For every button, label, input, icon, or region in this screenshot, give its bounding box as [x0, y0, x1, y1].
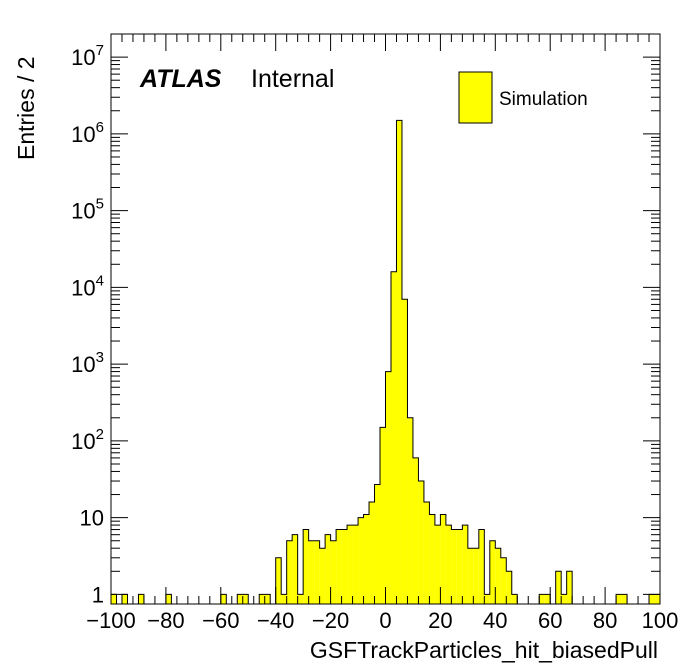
axes [110, 33, 661, 604]
y-tick-label: 106 [71, 119, 104, 147]
histogram-bin [303, 529, 309, 604]
histogram-bin [511, 594, 518, 604]
x-tick-label: −100 [86, 608, 136, 633]
histogram-bin [259, 594, 265, 604]
histogram-bin [286, 540, 293, 604]
atlas-label-internal: Internal [251, 65, 334, 93]
histogram-bin [138, 594, 144, 604]
histogram-bin [242, 594, 249, 604]
y-tick-label: 103 [71, 349, 104, 377]
plot-frame [110, 33, 661, 605]
histogram-bin [297, 594, 304, 604]
y-tick-label: 102 [71, 426, 104, 454]
legend-entry-simulation: Simulation [499, 89, 588, 110]
histogram-bin [341, 529, 348, 604]
histogram-bin [319, 548, 326, 604]
legend-swatch [458, 71, 493, 124]
atlas-label: ATLAS Internal [139, 65, 334, 93]
histogram-bin [330, 540, 337, 604]
histogram-bin [484, 594, 490, 604]
histogram-bin [347, 525, 353, 604]
histogram-bin [358, 517, 364, 604]
histogram-bin [566, 571, 573, 604]
histogram-bin [616, 594, 622, 604]
x-tick-label: −60 [202, 608, 239, 633]
x-tick-label: 40 [483, 608, 507, 633]
histogram-bin [489, 540, 496, 604]
x-tick-label: 20 [428, 608, 452, 633]
histogram-bin [220, 594, 227, 604]
histogram-bin [467, 548, 474, 604]
y-tick-label: 107 [71, 42, 104, 70]
histogram-bin [423, 501, 430, 604]
histogram-bin [292, 534, 298, 604]
y-axis-title: Entries / 2 [13, 56, 39, 160]
y-tick-label: 1 [92, 582, 104, 607]
histogram-bin [237, 594, 243, 604]
histogram-bin [281, 594, 287, 604]
histogram-bin [336, 529, 342, 604]
histogram-bin [369, 501, 375, 604]
histogram-bin [385, 371, 391, 604]
y-tick-label: 10 [80, 506, 104, 531]
histogram-bin [440, 514, 446, 604]
histogram-bin [544, 594, 551, 604]
histogram-bin [264, 594, 271, 604]
x-tick-label: 0 [379, 608, 391, 633]
histogram-bin [434, 525, 441, 604]
histogram-bin [308, 540, 315, 604]
histogram-bin [418, 481, 424, 604]
histogram-bin [539, 594, 545, 604]
histogram-bin [500, 557, 507, 604]
histogram-bin [654, 594, 660, 604]
atlas-label-bold: ATLAS [139, 65, 222, 93]
histogram-bin [555, 571, 562, 604]
histogram-bin [506, 571, 512, 604]
histogram-bin [649, 594, 655, 604]
histogram-bin [275, 557, 282, 604]
histogram-bin [165, 594, 172, 604]
histogram-bin [462, 525, 468, 604]
histogram-bin [445, 525, 452, 604]
histogram-bin [363, 514, 370, 604]
x-axis-title: GSFTrackParticles_hit_biasedPull [310, 637, 658, 663]
histogram-bin [314, 540, 320, 604]
x-tick-label: 80 [593, 608, 617, 633]
x-tick-label: −20 [312, 608, 349, 633]
histogram-bin [325, 534, 331, 604]
histogram-bin [478, 529, 485, 604]
histogram-bin [401, 299, 408, 604]
x-tick-label: −40 [257, 608, 294, 633]
x-tick-label: 100 [642, 608, 679, 633]
histogram-bin [407, 417, 413, 604]
histogram-bin [495, 548, 501, 604]
histogram-bin [473, 548, 479, 604]
histogram-bin [374, 484, 381, 604]
histogram-bin [621, 594, 628, 604]
x-tick-label: −80 [147, 608, 184, 633]
y-tick-labels: 1 10 102 103 104 105 106 107 [71, 42, 104, 607]
histogram-bin [111, 594, 117, 604]
histogram-bin [380, 427, 386, 604]
x-tick-labels: −100 −80 −60 −40 −20 0 20 40 60 80 100 [86, 608, 678, 633]
histogram-bin [396, 120, 402, 605]
y-tick-label: 105 [71, 196, 104, 224]
histogram-bin [451, 529, 457, 604]
histogram-bin [412, 457, 419, 604]
legend: Simulation [458, 71, 588, 124]
y-tick-label: 104 [71, 272, 104, 300]
histogram-bin [390, 271, 397, 604]
x-tick-label: 60 [538, 608, 562, 633]
histogram-bin [456, 529, 463, 604]
histogram-bin [121, 594, 128, 604]
histogram-bars [111, 119, 660, 605]
histogram-bin [429, 514, 435, 604]
histogram-bin [561, 594, 567, 604]
histogram-bin [352, 525, 359, 604]
